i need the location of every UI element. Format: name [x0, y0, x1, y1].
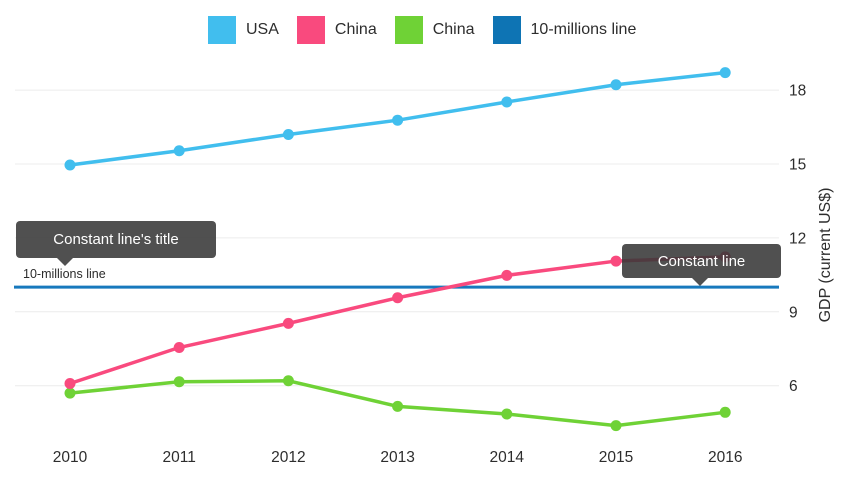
series-point-2-2010[interactable] [64, 387, 76, 399]
x-tick-label: 2010 [53, 449, 88, 466]
legend-swatch-icon [296, 16, 325, 44]
y-tick-label: 15 [789, 157, 806, 174]
series-point-2-2013[interactable] [392, 400, 404, 412]
legend-swatch-icon [208, 16, 236, 44]
x-tick-label: 2015 [599, 449, 633, 466]
x-tick-label: 2014 [490, 449, 525, 466]
tooltip-constant-line-title: Constant line's title [16, 221, 216, 266]
y-tick-label: 9 [789, 304, 798, 321]
series-point-0-2012[interactable] [282, 128, 294, 140]
tooltip-constant-line: Constant line [622, 244, 781, 286]
y-tick-label: 6 [789, 378, 798, 395]
series-point-2-2014[interactable] [501, 408, 513, 420]
y-tick-label: 12 [789, 230, 806, 247]
x-tick-label: 2016 [708, 449, 742, 466]
legend-item-1[interactable]: China [296, 16, 377, 44]
tooltip-arrow-icon [57, 258, 73, 266]
series-point-1-2013[interactable] [392, 292, 404, 304]
x-tick-label: 2011 [163, 449, 196, 466]
legend-item-label: China [432, 21, 475, 38]
legend-item-2[interactable]: China [394, 16, 475, 44]
tooltip-arrow-icon [692, 278, 708, 286]
legend-swatch-icon [394, 16, 423, 44]
series-point-0-2011[interactable] [173, 145, 185, 157]
series-point-0-2013[interactable] [392, 114, 404, 126]
tooltip-constant-line-title-text: Constant line's title [53, 231, 179, 248]
tooltip-constant-line-text: Constant line [657, 252, 746, 270]
y-axis-title: GDP (current US$) [817, 188, 834, 323]
x-tick-label: 2012 [271, 449, 305, 466]
series-point-2-2016[interactable] [719, 406, 731, 418]
legend-item-label: China [334, 21, 377, 38]
series-point-2-2011[interactable] [173, 376, 185, 388]
series-point-2-2012[interactable] [282, 375, 294, 387]
series-point-1-2011[interactable] [173, 342, 185, 354]
legend-swatch-icon [492, 16, 521, 44]
legend-item-label: 10-millions line [530, 21, 637, 38]
series-point-1-2015[interactable] [610, 255, 622, 267]
series-point-2-2015[interactable] [610, 420, 622, 432]
series-point-1-2014[interactable] [501, 269, 513, 281]
legend: USA China China 10-millions line [208, 16, 636, 44]
series-point-0-2016[interactable] [719, 67, 731, 79]
legend-item-label: USA [246, 21, 279, 38]
series-point-0-2015[interactable] [610, 79, 622, 91]
legend-item-3[interactable]: 10-millions line [492, 16, 637, 44]
x-tick-label: 2013 [380, 449, 414, 466]
series-point-0-2010[interactable] [64, 159, 76, 171]
constant-line-label: 10-millions line [23, 267, 106, 281]
y-tick-label: 18 [789, 83, 806, 100]
series-point-1-2010[interactable] [64, 377, 76, 389]
legend-item-0[interactable]: USA [208, 16, 279, 44]
series-point-1-2012[interactable] [282, 317, 294, 329]
series-point-0-2014[interactable] [501, 96, 513, 108]
